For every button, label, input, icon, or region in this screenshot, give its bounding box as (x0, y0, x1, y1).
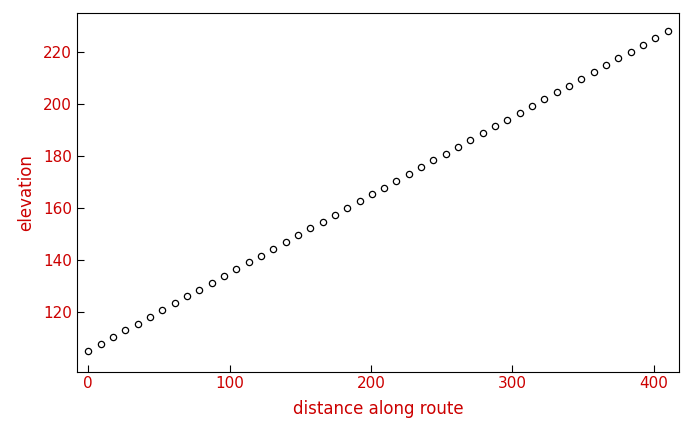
Y-axis label: elevation: elevation (17, 154, 35, 231)
X-axis label: distance along route: distance along route (293, 400, 463, 418)
